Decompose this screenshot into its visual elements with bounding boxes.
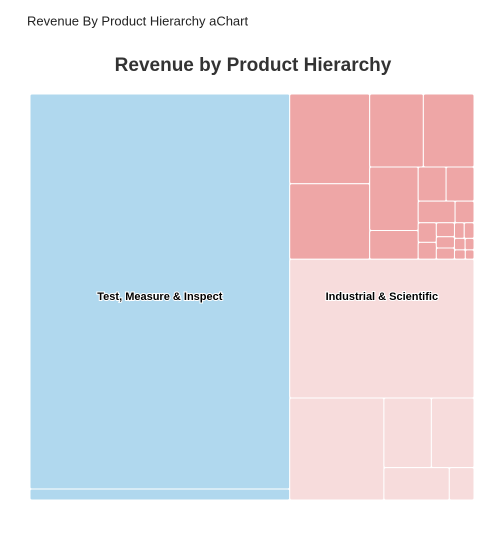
- treemap-cell: [383, 397, 432, 469]
- treemap: [29, 93, 475, 501]
- group-label: Industrial & Scientific: [326, 291, 438, 303]
- treemap-cell: [454, 200, 475, 224]
- treemap-cell: [369, 93, 424, 168]
- treemap-cell: [448, 467, 475, 501]
- treemap-cell: [383, 467, 450, 501]
- treemap-cell: [453, 237, 466, 251]
- labels: Test, Measure & Inspect Industrial & Scie…: [96, 290, 439, 304]
- treemap-cell: [417, 241, 437, 260]
- group-label: Test, Measure & Inspect: [97, 291, 222, 303]
- page-header: Revenue By Product Hierarchy aChart: [27, 13, 248, 28]
- treemap-cell: [453, 222, 465, 239]
- treemap-cell: [464, 237, 475, 251]
- treemap-cell: [463, 222, 475, 239]
- treemap-cell: [422, 93, 475, 168]
- treemap-cell: [453, 249, 466, 260]
- treemap-cell: [464, 249, 475, 260]
- treemap-cell: [435, 247, 455, 260]
- treemap-cell: [289, 93, 371, 185]
- treemap-cell: [435, 236, 455, 249]
- treemap-cell: [289, 183, 371, 260]
- treemap-cell: [430, 397, 475, 469]
- treemap-cell: [289, 397, 385, 501]
- treemap-cell: [417, 222, 437, 243]
- treemap-cell: [435, 222, 455, 238]
- treemap-cell: [417, 200, 456, 224]
- treemap-cell: [369, 230, 419, 260]
- treemap-cell: [289, 258, 475, 399]
- treemap-cell: [369, 166, 419, 232]
- treemap-cell: [29, 488, 291, 501]
- treemap-cell: [417, 166, 447, 202]
- treemap-cell: [445, 166, 475, 202]
- chart-title: Revenue by Product Hierarchy: [115, 55, 392, 76]
